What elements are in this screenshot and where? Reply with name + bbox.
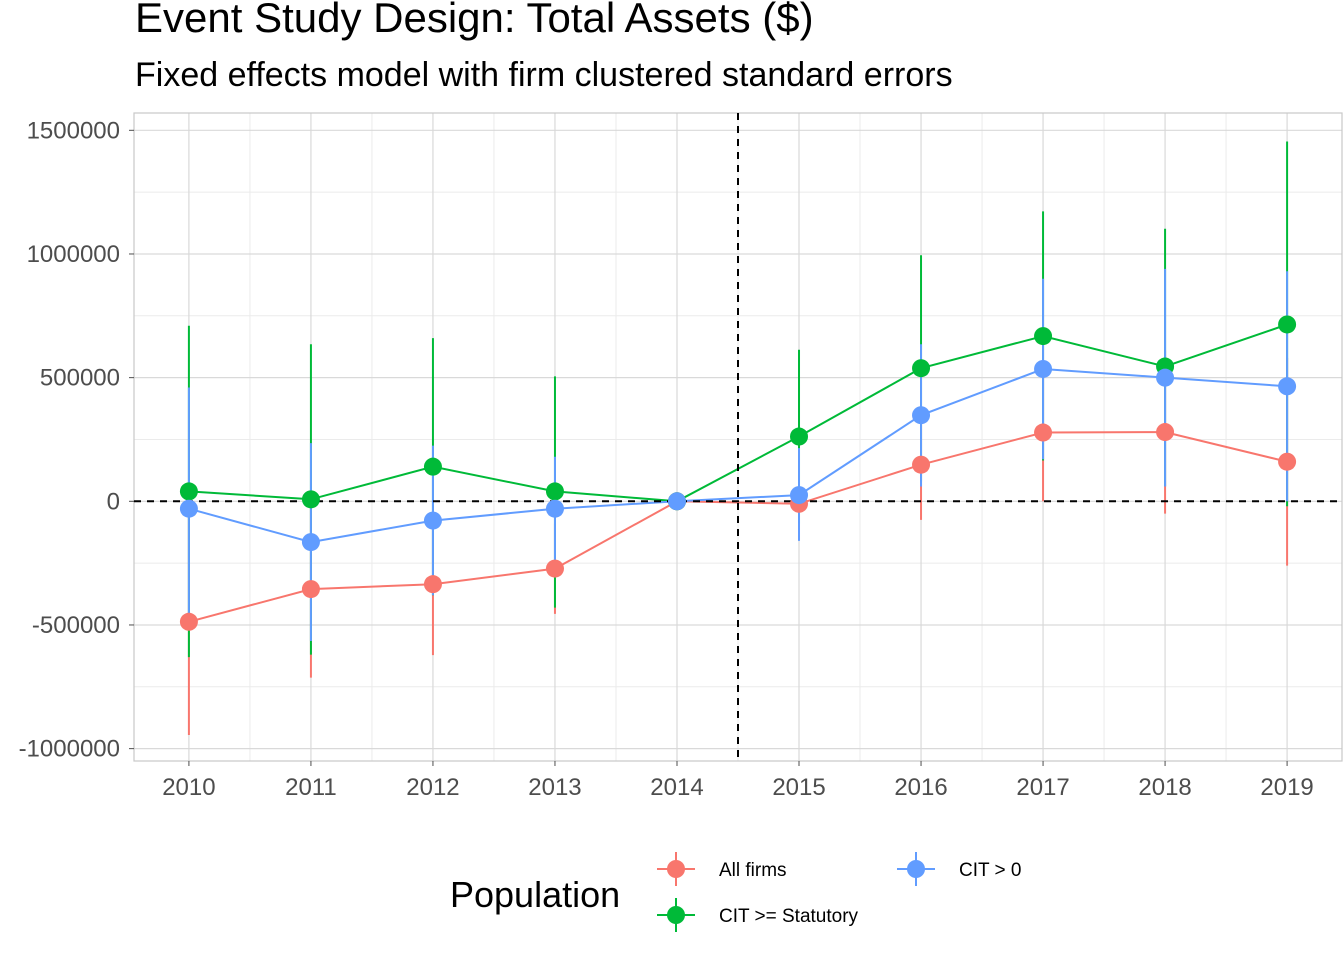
data-point [1034, 327, 1053, 346]
data-point [179, 482, 198, 501]
series-line [188, 367, 1288, 544]
x-tick-label: 2011 [285, 774, 337, 801]
data-point [423, 457, 442, 476]
series-line [188, 431, 1288, 623]
data-point [545, 559, 564, 578]
data-point [423, 511, 442, 530]
data-point [1034, 359, 1053, 378]
y-tick-label: 1000000 [27, 241, 120, 268]
x-tick-label: 2014 [650, 774, 703, 801]
data-point [1156, 423, 1175, 442]
data-point [790, 427, 809, 446]
legend-label: CIT > 0 [959, 860, 1021, 881]
data-point [1278, 315, 1297, 334]
data-point [1156, 368, 1175, 387]
legend-key-point [907, 860, 925, 878]
legend-label: CIT >= Statutory [719, 906, 859, 927]
legend-key-point [667, 906, 685, 924]
data-point [301, 580, 320, 599]
legend-title: Population [450, 874, 620, 915]
x-tick-label: 2018 [1138, 774, 1191, 801]
data-point [545, 482, 564, 501]
data-point [179, 499, 198, 518]
data-point [1278, 377, 1297, 396]
x-tick-label: 2015 [772, 774, 825, 801]
x-tick-label: 2016 [894, 774, 947, 801]
x-tick-label: 2012 [406, 774, 459, 801]
data-point [790, 486, 809, 505]
y-tick-label: 1500000 [27, 117, 120, 144]
data-point [301, 490, 320, 509]
x-tick-label: 2017 [1016, 774, 1069, 801]
y-tick-label: -500000 [32, 612, 120, 639]
data-point [667, 492, 686, 511]
y-tick-label: 500000 [40, 365, 120, 392]
data-point [912, 406, 931, 425]
data-point [179, 612, 198, 631]
y-tick-label: 0 [107, 488, 120, 515]
data-point [301, 533, 320, 552]
data-point [912, 455, 931, 474]
y-tick-label: -1000000 [19, 736, 120, 763]
chart-subtitle: Fixed effects model with firm clustered … [135, 56, 953, 94]
chart-title: Event Study Design: Total Assets ($) [135, 0, 814, 41]
data-point [912, 359, 931, 378]
legend-label: All firms [719, 860, 787, 881]
x-tick-label: 2010 [162, 774, 215, 801]
data-point [423, 575, 442, 594]
x-tick-label: 2013 [528, 774, 581, 801]
legend-key-point [667, 860, 685, 878]
data-point [545, 499, 564, 518]
x-tick-label: 2019 [1260, 774, 1313, 801]
data-point [1278, 452, 1297, 471]
data-point [1034, 423, 1053, 442]
